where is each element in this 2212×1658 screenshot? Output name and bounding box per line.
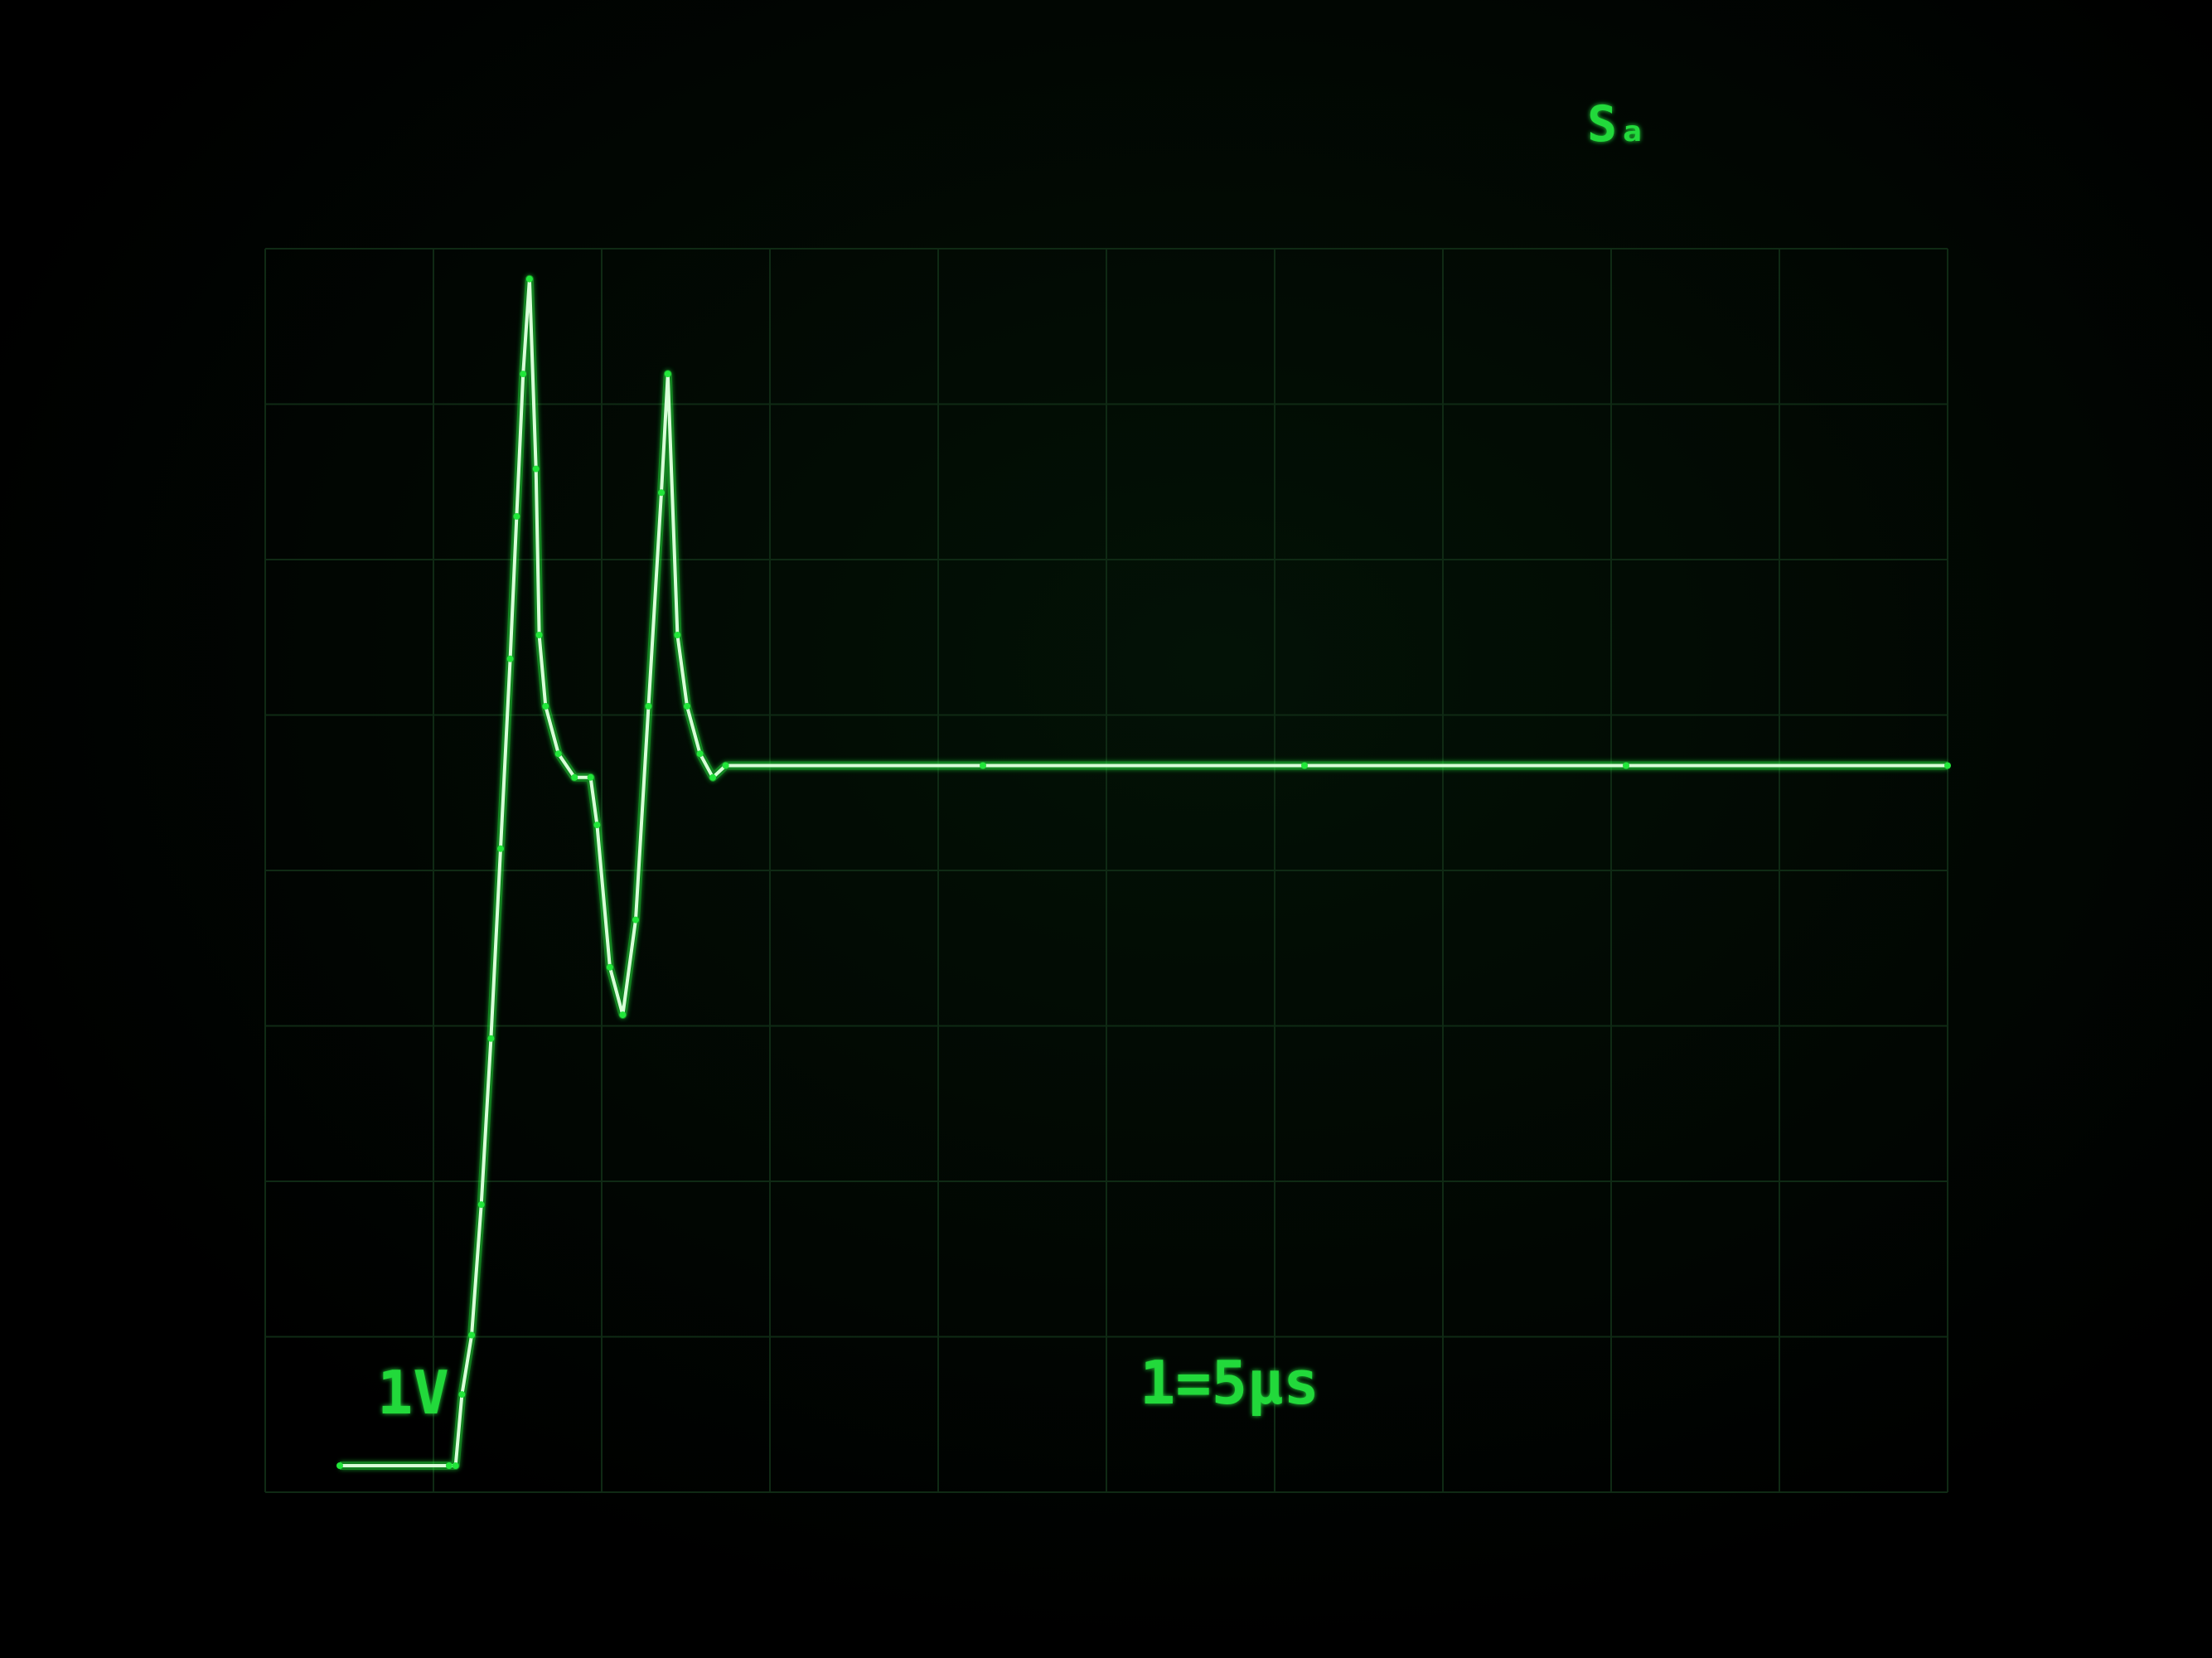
trace-point xyxy=(664,371,671,378)
trace-point xyxy=(606,963,613,971)
trace-point xyxy=(477,1201,485,1209)
trace-point xyxy=(554,750,562,758)
trace-point xyxy=(336,1462,343,1469)
trace-point xyxy=(593,822,601,829)
trace-point xyxy=(645,702,652,710)
trace-point xyxy=(658,489,665,497)
timebase-readout: 1=5μs xyxy=(1140,1348,1319,1418)
trace-point xyxy=(1944,762,1951,769)
trace-point xyxy=(722,762,729,769)
trace-point xyxy=(532,465,540,473)
trace-point xyxy=(696,750,704,758)
channel-scale-readout: 1V xyxy=(377,1358,449,1428)
top-right-readout: Sₐ xyxy=(1587,95,1647,153)
waveform-trace xyxy=(336,274,1951,1470)
trace-point xyxy=(497,845,504,852)
trace-point xyxy=(571,773,578,781)
trace-point xyxy=(632,916,639,924)
trace-point xyxy=(513,512,520,520)
trace-point xyxy=(487,1035,495,1042)
trace-point xyxy=(619,1011,627,1019)
trace-point xyxy=(674,632,681,638)
trace-point xyxy=(709,773,717,781)
trace-point xyxy=(980,762,986,769)
trace-point xyxy=(542,702,549,710)
trace-point xyxy=(1301,762,1308,769)
trace-point xyxy=(468,1331,476,1339)
trace-point xyxy=(525,275,533,283)
trace-point xyxy=(587,773,594,781)
trace-point xyxy=(506,655,514,662)
trace-line-0 xyxy=(340,277,1948,1467)
trace-point xyxy=(458,1391,466,1399)
trace-point xyxy=(1623,762,1629,769)
trace-point xyxy=(520,371,527,378)
trace-point xyxy=(445,1462,453,1469)
trace-point xyxy=(452,1462,459,1469)
graticule xyxy=(264,248,1948,1493)
trace-point xyxy=(684,702,690,710)
trace-point xyxy=(535,632,543,638)
